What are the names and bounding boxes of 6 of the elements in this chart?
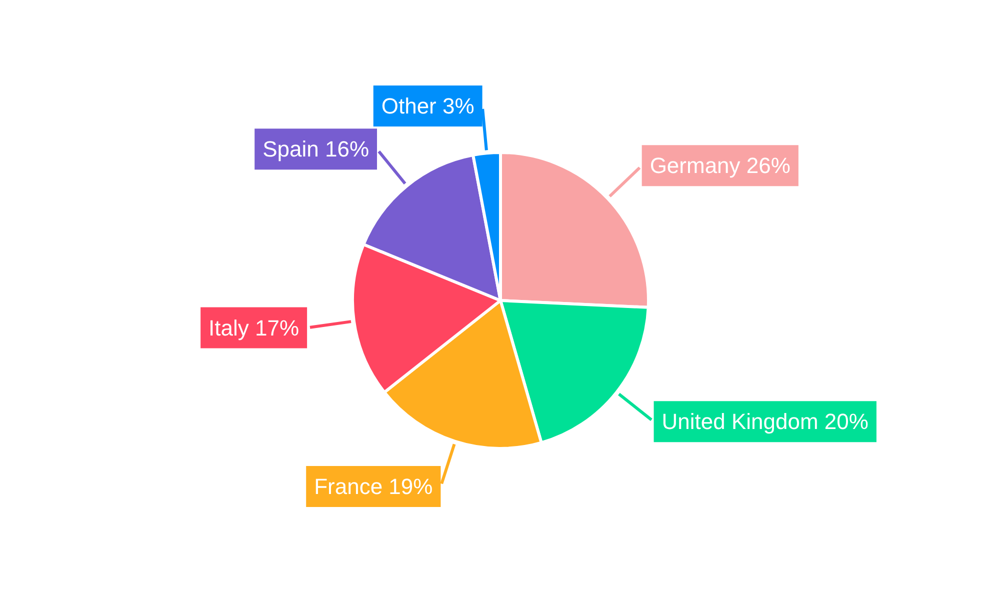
slice-label: Spain 16% <box>262 136 370 162</box>
slice-label: France 19% <box>314 474 433 499</box>
slice-label: Italy 17% <box>208 315 300 340</box>
slice-label: United Kingdom 20% <box>662 409 868 434</box>
slice-label: Germany 26% <box>650 153 790 178</box>
slice-label: Other 3% <box>381 93 474 118</box>
